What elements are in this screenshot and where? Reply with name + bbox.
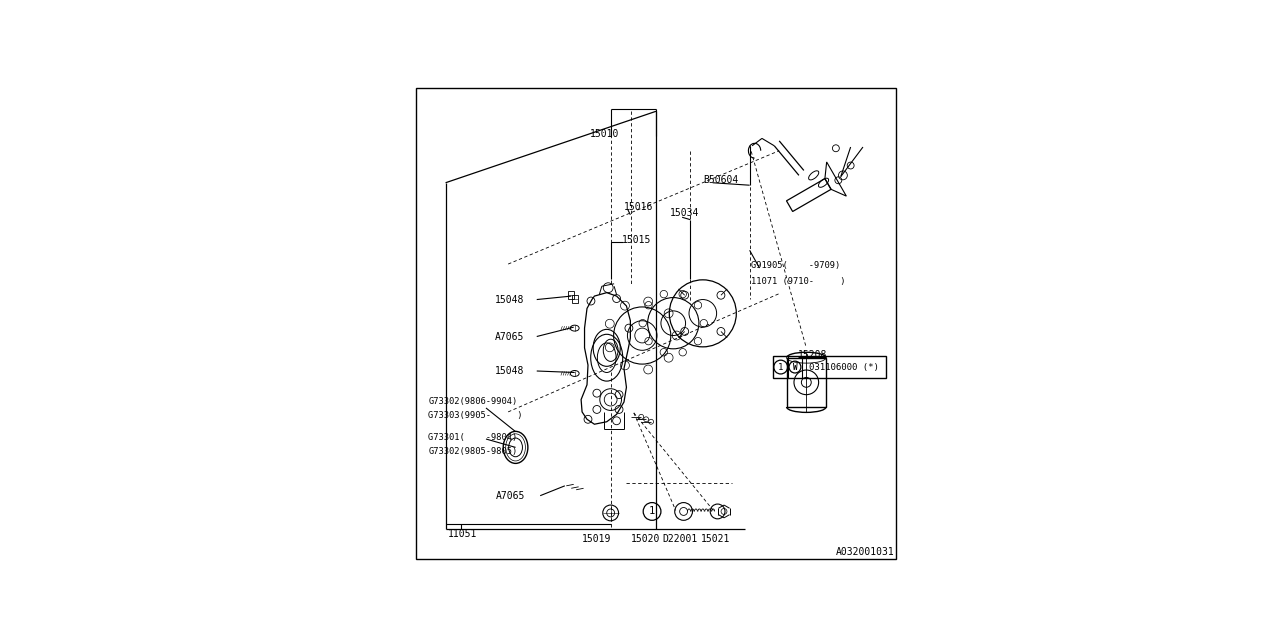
Text: A032001031: A032001031 <box>836 547 895 557</box>
Text: A7065: A7065 <box>495 491 525 500</box>
Text: 15048: 15048 <box>494 366 524 376</box>
Text: 15019: 15019 <box>582 534 612 544</box>
Text: 1: 1 <box>649 506 655 516</box>
Text: G73301(    -9804): G73301( -9804) <box>429 433 517 442</box>
Text: 15208: 15208 <box>797 350 827 360</box>
Text: 15034: 15034 <box>669 208 699 218</box>
Text: 15015: 15015 <box>622 236 650 245</box>
Text: G91905(    -9709): G91905( -9709) <box>751 260 841 269</box>
Text: W: W <box>792 362 797 372</box>
Text: G73302(9806-9904): G73302(9806-9904) <box>429 397 517 406</box>
Text: 15010: 15010 <box>590 129 620 139</box>
Text: 15048: 15048 <box>494 294 524 305</box>
Bar <box>568 291 575 298</box>
Text: G73303(9905-     ): G73303(9905- ) <box>429 411 522 420</box>
Bar <box>787 358 826 407</box>
Text: 11071 (9710-     ): 11071 (9710- ) <box>751 277 846 286</box>
Bar <box>572 294 577 303</box>
Text: 15021: 15021 <box>700 534 730 544</box>
Text: 031106000 (*): 031106000 (*) <box>809 362 878 372</box>
Text: 11051: 11051 <box>448 529 477 539</box>
Text: G73302(9805-9805): G73302(9805-9805) <box>429 447 517 456</box>
Text: 15016: 15016 <box>623 202 653 212</box>
Text: A7065: A7065 <box>494 332 524 342</box>
Text: 15020: 15020 <box>631 534 660 544</box>
Bar <box>773 356 886 378</box>
Text: B50604: B50604 <box>703 175 739 186</box>
Text: 1: 1 <box>778 362 783 372</box>
Text: D22001: D22001 <box>662 534 698 544</box>
